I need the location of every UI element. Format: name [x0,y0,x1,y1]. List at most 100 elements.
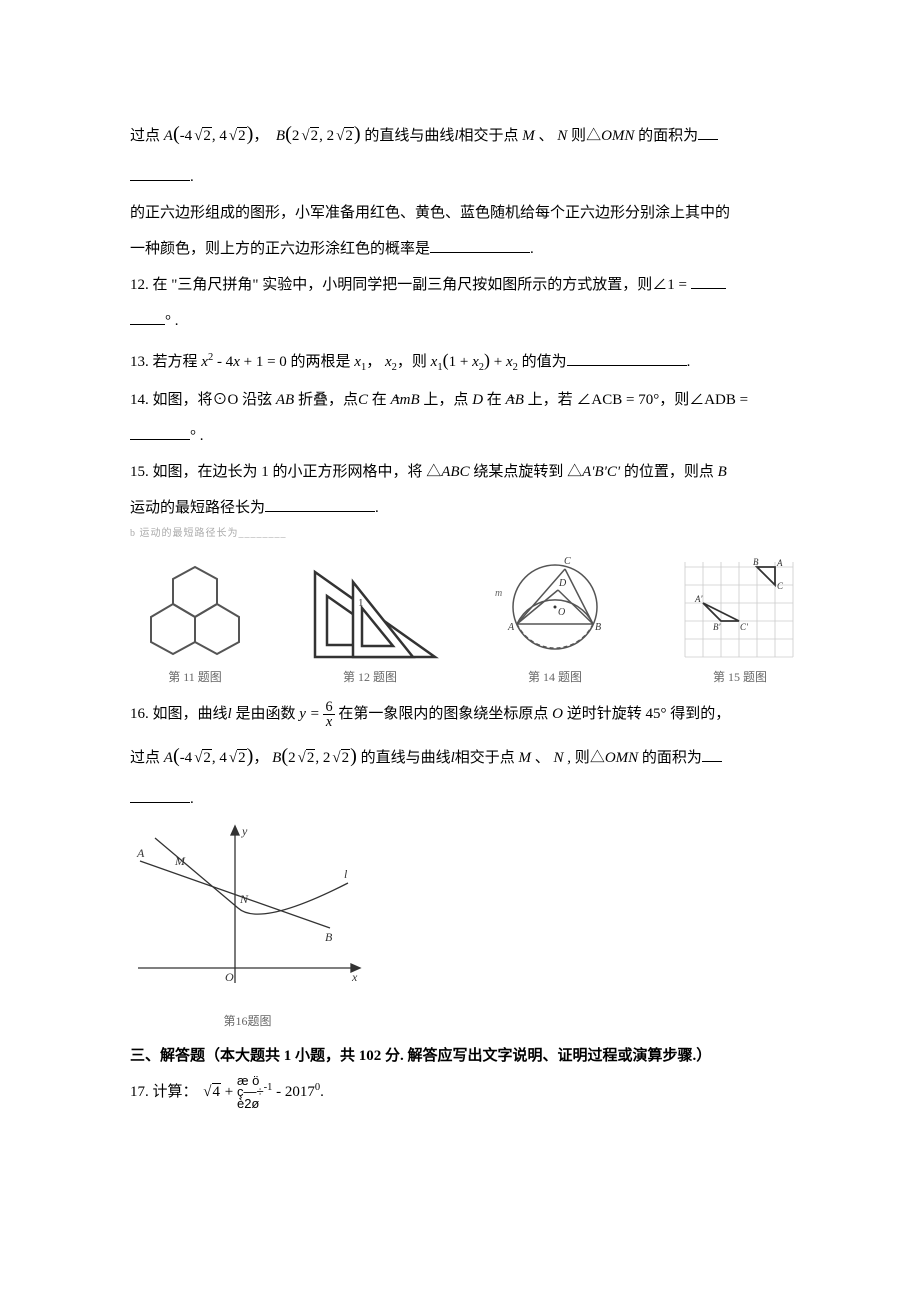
svg-text:l: l [344,867,348,881]
text: 在 "三角尺拼角" 实验中，小明同学把一副三角尺按如图所示的方式放置，则 [153,277,653,293]
svg-text:A: A [507,622,515,633]
text: ，则 [659,392,689,408]
svg-text:B: B [325,930,333,944]
text: ∠ACB = 70° [576,392,659,408]
text: ° [165,313,171,329]
text: . [530,241,534,257]
text: 是由函数 [232,706,300,722]
text: 逆时针旋转 45° 得到的， [563,706,730,722]
var-N: N [557,128,567,144]
text: B [718,464,727,480]
text: A'B'C' [582,464,620,480]
text: 上，若 [524,392,577,408]
text: . [175,313,179,329]
answer-blank[interactable] [130,787,190,803]
question-13: 13. 若方程 x2 - 4x + 1 = 0 的两根是 x1， x2，则 x1… [130,339,815,382]
svg-text:A: A [776,558,783,568]
answer-blank[interactable] [691,273,726,289]
text: AB [276,392,294,408]
curve-rotate-icon: y x O l A M N B [130,823,365,993]
question-number: 14. [130,392,149,408]
var-M: M [522,128,535,144]
answer-blank[interactable] [265,496,375,512]
question-number: 16. [130,706,149,722]
figure-caption: 第 14 题图 [480,670,630,684]
answer-blank[interactable] [130,309,165,325]
text: 相交于点 [455,750,515,766]
answer-blank[interactable] [698,124,718,140]
figure-caption: 第 15 题图 [665,670,815,684]
svg-text:O: O [558,607,565,618]
svg-text:B: B [595,622,601,633]
circle-fold-icon: C D O A B m [480,552,630,667]
text: 如图，曲线 [153,706,228,722]
var-M: M [519,750,532,766]
figure-12: 1 第 12 题图 [295,562,445,684]
answer-blank[interactable] [130,165,190,181]
answer-blank[interactable] [567,350,687,366]
text: △ [590,750,605,766]
var-OMN: OMN [605,750,638,766]
question-number: 12. [130,277,149,293]
text: y = [299,706,320,722]
question-16: 16. 如图，曲线l 是由函数 y = 6x 在第一象限内的图象绕坐标原点 O … [130,696,815,817]
text: 绕某点旋转到 △ [470,464,583,480]
text: 的正六边形组成的图形，小军准备用红色、黄色、蓝色随机给每个正六边形分别涂上其中的 [130,205,730,221]
svg-text:M: M [174,854,186,868]
text: ， [253,750,272,766]
figure-caption: 第16题图 [130,1007,365,1036]
text: 计算： [153,1084,198,1100]
text: , 则 [564,750,590,766]
text: 沿弦 [238,392,276,408]
svg-text:x: x [351,970,358,984]
text: 在第一象限内的图象绕坐标原点 [338,706,552,722]
figure-row: 第 11 题图 1 第 12 题图 [130,552,815,684]
arc-label: AB [506,392,524,408]
figure-caption: 第 11 题图 [130,670,260,684]
question-number: 17. [130,1084,149,1100]
hexagon-icon [130,562,260,667]
text: ° [190,428,196,444]
text: 如图，在边长为 1 的小正方形网格中，将 △ [153,464,442,480]
figure-15: B A C A' B' C' 第 15 题图 [665,552,815,684]
text: C [358,392,368,408]
text: 一种颜色，则上方的正六边形涂红色的概率是 [130,241,430,257]
text: ，则 [397,354,427,370]
var-O: O [552,706,563,722]
figure-11: 第 11 题图 [130,562,260,684]
text: 的直线与曲线 [361,750,451,766]
text: 如图，将 [153,392,213,408]
text: 的面积为 [634,128,698,144]
text: . [687,354,691,370]
text: 的面积为 [638,750,702,766]
text: + [221,1084,237,1100]
var-A: A [164,128,173,144]
question-15: 15. 如图，在边长为 1 的小正方形网格中，将 △ABC 绕某点旋转到 △A'… [130,454,815,526]
svg-text:N: N [239,892,249,906]
svg-text:C: C [777,581,784,591]
sqrt: 4 [201,1074,221,1110]
text: 、 [531,750,554,766]
text: 上，点 [420,392,473,408]
question-11: 的正六边形组成的图形，小军准备用红色、黄色、蓝色随机给每个正六边形分别涂上其中的… [130,195,815,267]
text: . [200,428,204,444]
text: ， [366,354,385,370]
text: 若方程 [153,354,198,370]
triangle-ruler-icon: 1 [295,562,445,667]
svg-text:C': C' [740,622,749,632]
svg-text:D: D [558,578,567,589]
figure-16: y x O l A M N B 第16题图 [130,823,815,1036]
answer-blank[interactable] [430,237,530,253]
ghost-caption: b 运动的最短路径长为________ [130,522,815,546]
arc-label: AmB [391,392,420,408]
svg-text:y: y [241,824,248,838]
text: . [190,169,194,185]
svg-text:O: O [225,970,234,984]
text: ∠ADB = [689,392,748,408]
answer-blank[interactable] [702,746,722,762]
fraction: 6x [323,700,334,730]
question-17: 17. 计算： 4 + æ öç—÷è2ø-1 - 20170. [130,1074,815,1110]
answer-blank[interactable] [130,424,190,440]
var-A: A [164,750,173,766]
text: 的值为 [522,354,567,370]
